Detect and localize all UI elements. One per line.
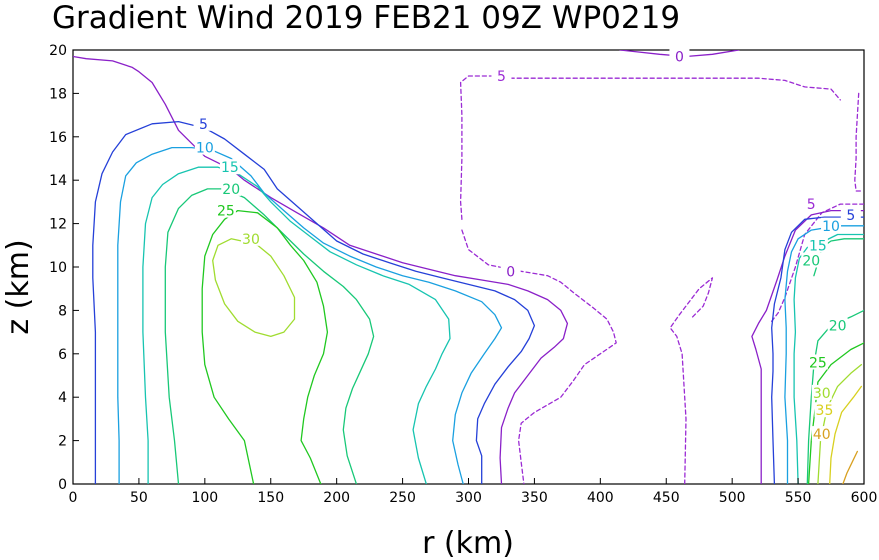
contour-line-13 xyxy=(142,166,451,484)
contour-label-23: 40 xyxy=(813,427,831,443)
contour-label-bg-11 xyxy=(194,139,215,155)
contour-line-10 xyxy=(771,216,864,484)
x-tick-label-7: 350 xyxy=(521,490,548,506)
chart-title: Gradient Wind 2019 FEB21 09Z WP0219 xyxy=(52,0,680,36)
contour-label-bg-13 xyxy=(219,159,240,175)
contour-label-17: 20 xyxy=(829,319,847,335)
contour-line-22 xyxy=(829,385,863,484)
x-axis: 0 50 100 150 200 250 300 350 400 450 500 550 600 xyxy=(69,478,878,506)
contour-label-bg-10 xyxy=(840,206,861,222)
y-tick-label-1: 2 xyxy=(58,434,67,450)
contour-label-19: 25 xyxy=(809,355,827,371)
contour-label-12: 10 xyxy=(822,219,840,235)
contour-label-7: 0 xyxy=(506,264,515,280)
contour-line-18 xyxy=(201,209,329,484)
contour-label-bg-19 xyxy=(807,354,828,370)
contour-label-bg-7 xyxy=(500,263,521,279)
y-axis: 0 2 4 6 8 10 12 14 16 18 20 xyxy=(49,43,79,493)
contour-label-bg-2 xyxy=(491,68,512,84)
contour-label-11: 10 xyxy=(196,141,214,157)
y-tick-label-0: 0 xyxy=(58,477,67,493)
x-tick-label-1: 50 xyxy=(130,490,148,506)
contour-line-21 xyxy=(817,363,863,484)
contour-label-20: 30 xyxy=(242,232,260,248)
contour-line-19 xyxy=(807,342,864,484)
contour-label-2: 5 xyxy=(497,69,506,85)
y-tick-label-7: 14 xyxy=(49,173,67,189)
contour-label-15: 20 xyxy=(222,182,240,198)
contour-label-3: 5 xyxy=(807,197,816,213)
y-tick-label-3: 6 xyxy=(58,347,67,363)
contour-line-14 xyxy=(793,233,864,484)
contour-line-12 xyxy=(784,225,864,484)
contour-label-18: 25 xyxy=(217,204,235,220)
plot-frame xyxy=(72,49,865,485)
contour-label-10: 5 xyxy=(846,208,855,224)
contour-line-2 xyxy=(459,75,841,220)
contour-line-5 xyxy=(669,277,714,484)
contour-line-3 xyxy=(771,203,864,322)
contour-label-13: 15 xyxy=(221,160,239,176)
x-tick-label-2: 100 xyxy=(191,490,218,506)
y-axis-label: z (km) xyxy=(1,239,36,334)
contour-label-bg-15 xyxy=(221,180,242,196)
y-tick-label-6: 12 xyxy=(49,217,67,233)
x-tick-label-5: 250 xyxy=(389,490,416,506)
contour-label-1: 0 xyxy=(675,50,684,66)
y-tick-label-2: 4 xyxy=(58,390,67,406)
x-tick-label-6: 300 xyxy=(455,490,482,506)
contour-line-6 xyxy=(854,92,863,192)
contour-label-bg-16 xyxy=(801,252,822,268)
contour-label-9: 5 xyxy=(199,117,208,133)
contour-label-bg-14 xyxy=(807,237,828,253)
x-tick-label-12: 600 xyxy=(851,490,878,506)
contour-line-7 xyxy=(73,55,569,484)
x-tick-label-9: 450 xyxy=(653,490,680,506)
contour-label-bg-17 xyxy=(827,317,848,333)
contour-label-16: 20 xyxy=(802,253,820,269)
contour-label-bg-23 xyxy=(811,426,832,442)
contour-label-bg-18 xyxy=(215,202,236,218)
contour-label-22: 35 xyxy=(816,403,834,419)
y-tick-label-8: 16 xyxy=(49,130,67,146)
contour-label-bg-3 xyxy=(801,196,822,212)
contour-label-bg-22 xyxy=(814,402,835,418)
contour-line-11 xyxy=(117,146,503,484)
contour-label-21: 30 xyxy=(813,386,831,402)
y-tick-label-9: 18 xyxy=(49,86,67,102)
contour-line-23 xyxy=(842,450,859,484)
contour-line-15 xyxy=(164,188,375,484)
contour-label-14: 15 xyxy=(809,238,827,254)
x-axis-label: r (km) xyxy=(422,526,514,560)
x-tick-label-10: 500 xyxy=(719,490,746,506)
x-tick-label-11: 550 xyxy=(785,490,812,506)
y-tick-label-10: 20 xyxy=(49,43,67,59)
contour-line-20 xyxy=(212,238,296,338)
contour-line-8 xyxy=(751,209,864,484)
x-tick-label-8: 400 xyxy=(587,490,614,506)
y-tick-label-4: 8 xyxy=(58,303,67,319)
contour-label-bg-9 xyxy=(193,115,214,131)
x-tick-label-4: 200 xyxy=(323,490,350,506)
contour-layer xyxy=(73,50,864,484)
x-tick-label-3: 150 xyxy=(257,490,284,506)
contour-label-bg-1 xyxy=(669,48,690,64)
contour-label-bg-21 xyxy=(811,384,832,400)
contour-label-bg-20 xyxy=(240,230,261,246)
contour-label-bg-12 xyxy=(821,217,842,233)
x-tick-label-0: 0 xyxy=(69,490,78,506)
contour-line-9 xyxy=(92,120,536,484)
contour-line-4 xyxy=(461,229,617,484)
y-tick-label-5: 10 xyxy=(49,260,67,276)
